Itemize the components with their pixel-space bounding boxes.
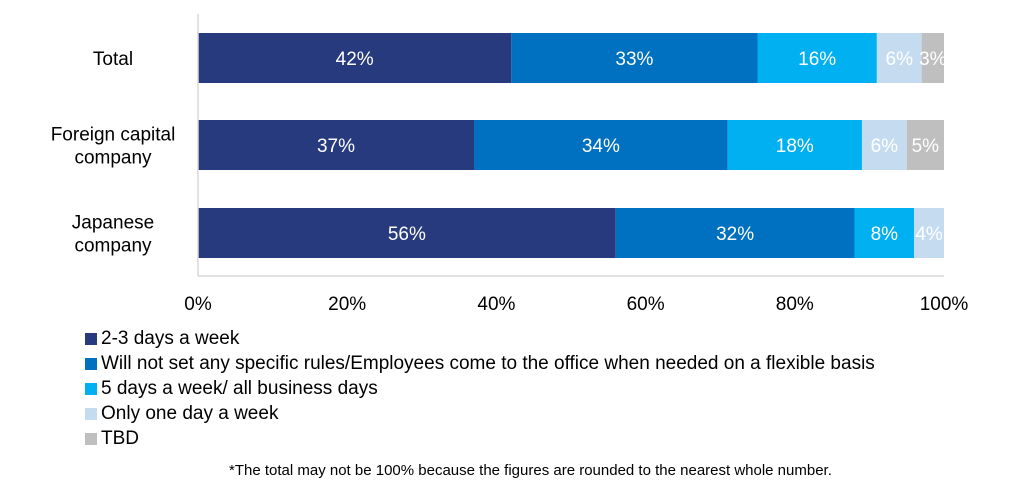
category-label: company <box>74 236 152 257</box>
data-label: 4% <box>915 224 943 245</box>
bar-segment <box>757 33 877 83</box>
legend-swatch <box>85 432 97 445</box>
bar-segment <box>861 120 907 170</box>
data-label: 8% <box>871 224 899 245</box>
bar-segment <box>198 33 512 83</box>
data-label: 6% <box>886 49 914 70</box>
data-label: 6% <box>871 136 899 157</box>
bar-segment <box>615 208 855 258</box>
bar-segment <box>914 208 944 258</box>
legend-label: Only one day a week <box>101 403 279 424</box>
data-label: 5% <box>912 136 940 157</box>
category-label: Foreign capital <box>51 125 176 146</box>
bar-segment <box>198 120 475 170</box>
bar-segment <box>511 33 758 83</box>
bar-segment <box>198 208 616 258</box>
x-tick-label: 100% <box>920 294 969 315</box>
data-label: 34% <box>582 136 620 157</box>
data-label: 42% <box>336 49 374 70</box>
bar-segment <box>906 120 944 170</box>
legend-label: TBD <box>101 428 139 449</box>
x-tick-label: 80% <box>776 294 814 315</box>
x-tick-label: 60% <box>627 294 665 315</box>
data-label: 56% <box>388 224 426 245</box>
x-tick-label: 20% <box>328 294 366 315</box>
legend-swatch <box>85 382 97 395</box>
legend-swatch <box>85 332 97 345</box>
legend-item: Will not set any specific rules/Employee… <box>85 351 875 376</box>
legend-item: Only one day a week <box>85 401 875 426</box>
data-label: 18% <box>776 136 814 157</box>
category-label: company <box>74 148 152 169</box>
data-label: 37% <box>317 136 355 157</box>
data-label: 32% <box>716 224 754 245</box>
legend-swatch <box>85 357 97 370</box>
bar-segment <box>854 208 915 258</box>
bar-segment <box>921 33 944 83</box>
x-tick-label: 40% <box>477 294 515 315</box>
bar-segment <box>474 120 728 170</box>
bar-segment <box>876 33 922 83</box>
data-label: 3% <box>919 49 947 70</box>
bar-segment <box>727 120 862 170</box>
stacked-bar-chart: 42% 33% 16% 6% 3%37% 34% 18% 6% 5%56% 32% 8% 4%0% 20… <box>51 14 969 315</box>
legend-label: Will not set any specific rules/Employee… <box>101 353 875 374</box>
category-label: Japanese <box>72 213 154 234</box>
legend-item: TBD <box>85 426 875 451</box>
legend-label: 2-3 days a week <box>101 328 240 349</box>
data-label: 16% <box>798 49 836 70</box>
legend-item: 2-3 days a week <box>85 326 875 351</box>
data-label: 33% <box>615 49 653 70</box>
footnote: *The total may not be 100% because the f… <box>229 462 832 479</box>
legend-item: 5 days a week/ all business days <box>85 376 875 401</box>
legend-swatch <box>85 407 97 420</box>
chart-legend: 2-3 days a week Will not set any specific… <box>85 326 875 451</box>
x-tick-label: 0% <box>184 294 212 315</box>
category-label: Total <box>93 49 133 70</box>
legend-label: 5 days a week/ all business days <box>101 378 378 399</box>
